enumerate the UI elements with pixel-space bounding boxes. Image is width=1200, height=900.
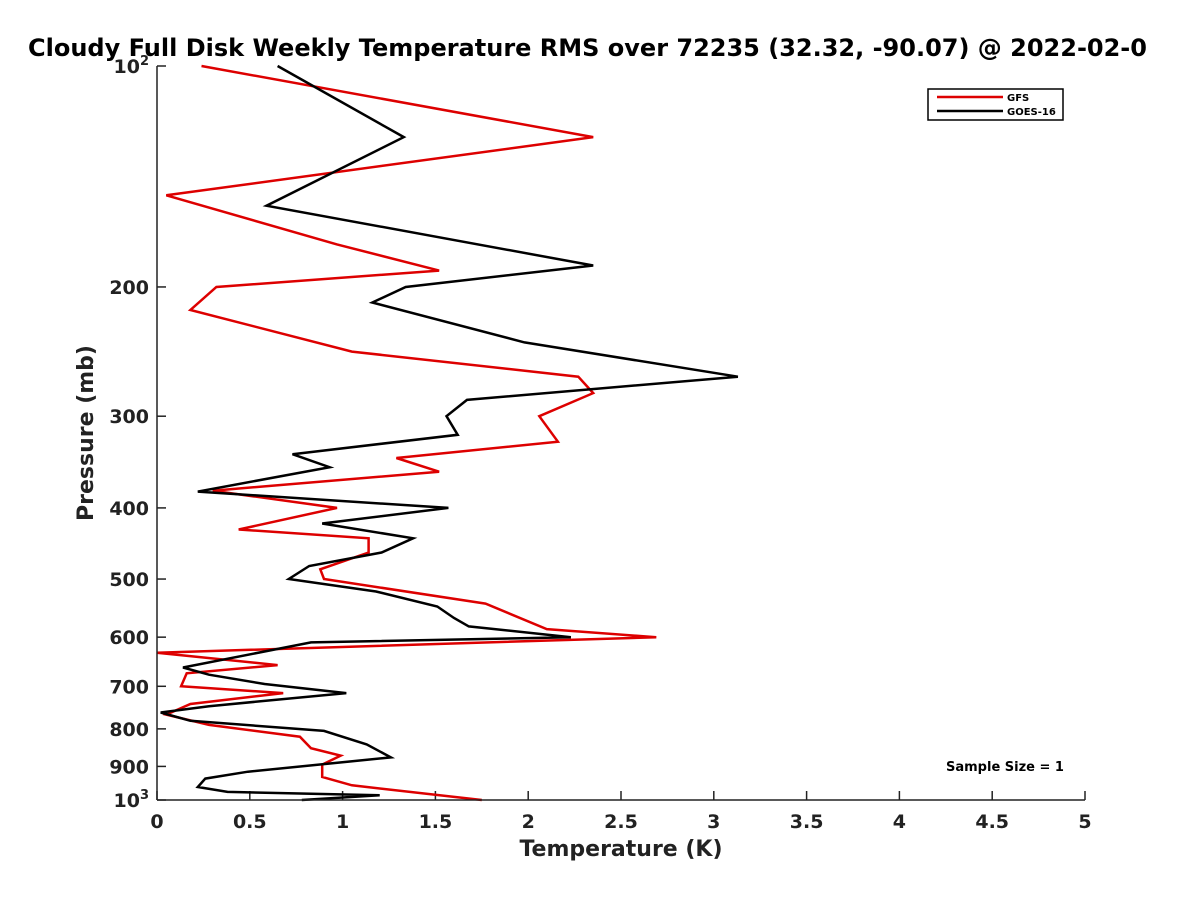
y-tick-label: 700 xyxy=(109,676,149,698)
y-axis-label: Pressure (mb) xyxy=(74,345,99,521)
chart-title: Cloudy Full Disk Weekly Temperature RMS … xyxy=(28,34,1147,62)
y-tick-label: 600 xyxy=(109,627,149,649)
series-layer xyxy=(156,64,739,802)
y-tick-label: 102 xyxy=(114,54,150,78)
y-tick-base: 10 xyxy=(114,790,140,812)
x-tick-label: 2.5 xyxy=(604,811,638,833)
x-axis-label: Temperature (K) xyxy=(519,837,722,862)
legend-label-gfs: GFS xyxy=(1007,93,1029,104)
y-tick-exponent: 3 xyxy=(140,788,149,803)
x-tick-label: 4 xyxy=(893,811,906,833)
legend-label-goes16: GOES-16 xyxy=(1007,107,1056,118)
legend: GFS GOES-16 xyxy=(927,88,1064,121)
x-tick-label: 2 xyxy=(522,811,535,833)
y-tick-exponent: 2 xyxy=(140,54,149,69)
y-tick-label: 800 xyxy=(109,719,149,741)
x-tick-label: 4.5 xyxy=(975,811,1009,833)
x-tick-label: 3 xyxy=(707,811,720,833)
y-tick-label: 400 xyxy=(109,498,149,520)
x-axis-ticks: 0 0.5 1 1.5 2 2.5 3 3.5 4 4.5 5 xyxy=(150,791,1092,833)
legend-box xyxy=(927,88,1064,121)
sample-size-note: Sample Size = 1 xyxy=(946,760,1064,775)
x-tick-label: 1.5 xyxy=(419,811,453,833)
y-tick-label: 500 xyxy=(109,569,149,591)
x-tick-label: 0.5 xyxy=(233,811,267,833)
x-tick-label: 5 xyxy=(1078,811,1091,833)
y-tick-label: 300 xyxy=(109,406,149,428)
series-line-gfs xyxy=(156,64,657,802)
x-tick-label: 3.5 xyxy=(790,811,824,833)
y-tick-label: 200 xyxy=(109,277,149,299)
y-tick-label: 900 xyxy=(109,756,149,778)
y-tick-label: 103 xyxy=(114,788,150,812)
y-tick-base: 10 xyxy=(114,56,140,78)
x-tick-label: 1 xyxy=(336,811,349,833)
x-tick-label: 0 xyxy=(150,811,163,833)
series-line-goes16 xyxy=(160,64,739,802)
